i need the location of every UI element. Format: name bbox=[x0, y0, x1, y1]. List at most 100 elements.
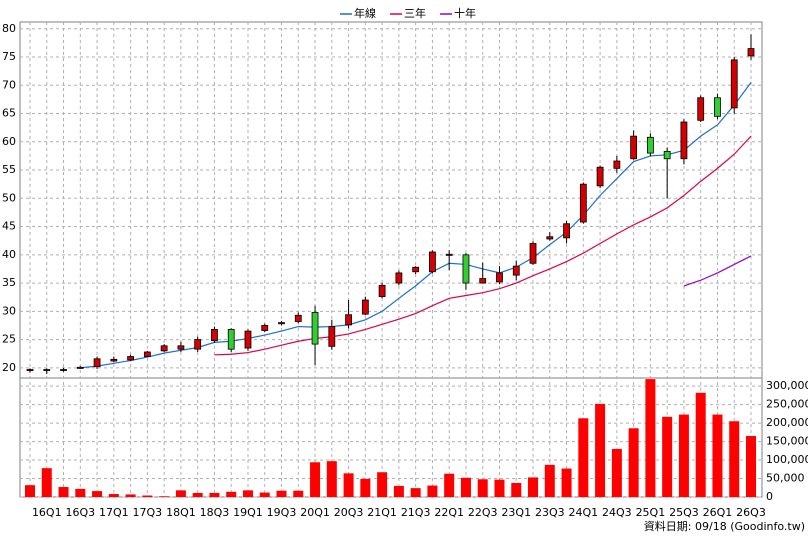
candle-body bbox=[93, 358, 101, 368]
legend-label: 十年 bbox=[454, 6, 476, 20]
candle-body bbox=[311, 312, 319, 345]
candle-body bbox=[697, 97, 705, 121]
y2-tick-label: 200,000 bbox=[766, 416, 808, 429]
y-tick-label: 70 bbox=[2, 78, 16, 91]
volume-bar bbox=[645, 379, 656, 497]
y-tick-label: 35 bbox=[2, 276, 16, 289]
volume-bar bbox=[595, 403, 606, 497]
candle-body bbox=[563, 223, 570, 239]
volume-bar bbox=[108, 494, 119, 497]
x-tick-label: 26Q1 bbox=[703, 506, 733, 519]
candle-body bbox=[361, 299, 369, 315]
volume-bar bbox=[125, 494, 136, 497]
x-tick-label: 18Q1 bbox=[166, 506, 196, 519]
volume-bar bbox=[494, 479, 505, 497]
candle-body bbox=[747, 48, 755, 57]
volume-bar bbox=[75, 488, 86, 497]
x-tick-label: 22Q1 bbox=[434, 506, 464, 519]
x-tick-label: 16Q3 bbox=[65, 506, 95, 519]
candle-body bbox=[429, 251, 436, 273]
volume-bar bbox=[427, 485, 438, 497]
y-tick-label: 20 bbox=[2, 361, 16, 374]
volume-bar bbox=[25, 485, 35, 497]
candle-body bbox=[479, 278, 487, 284]
candle-body bbox=[328, 326, 336, 347]
candle-body bbox=[127, 356, 135, 361]
volume-bar bbox=[678, 414, 689, 497]
volume-bar bbox=[343, 473, 354, 497]
x-tick-label: 25Q3 bbox=[669, 506, 699, 519]
candle-body bbox=[496, 272, 503, 283]
candle-body bbox=[244, 330, 252, 349]
volume-bar bbox=[58, 487, 69, 497]
volume-bar bbox=[410, 488, 421, 497]
candle-body bbox=[412, 266, 420, 273]
candle-body bbox=[596, 166, 604, 187]
volume-bar bbox=[192, 492, 203, 497]
candle-body bbox=[395, 272, 403, 284]
y2-tick-label: 250,000 bbox=[766, 398, 808, 411]
volume-bar bbox=[276, 490, 287, 497]
y2-tick-label: 300,000 bbox=[766, 379, 808, 392]
volume-bar bbox=[159, 496, 170, 497]
volume-bar bbox=[175, 490, 186, 497]
x-tick-label: 16Q1 bbox=[32, 506, 62, 519]
volume-bar bbox=[310, 462, 321, 497]
x-tick-label: 19Q3 bbox=[267, 506, 297, 519]
x-tick-label: 21Q3 bbox=[401, 506, 431, 519]
volume-bar bbox=[561, 468, 572, 497]
x-tick-label: 19Q1 bbox=[233, 506, 263, 519]
candle-body bbox=[227, 329, 235, 350]
x-tick-label: 22Q3 bbox=[468, 506, 498, 519]
candle-body bbox=[278, 322, 285, 325]
plot-frame bbox=[19, 21, 763, 498]
x-tick-label: 24Q3 bbox=[602, 506, 632, 519]
candle-body bbox=[261, 325, 269, 331]
candle-body bbox=[60, 369, 67, 371]
candle-body bbox=[630, 135, 638, 160]
volume-bar bbox=[628, 428, 639, 497]
volume-bar bbox=[544, 464, 555, 497]
candle-body bbox=[529, 243, 537, 264]
candle-body bbox=[110, 358, 118, 362]
candle-body bbox=[160, 345, 168, 352]
volume-bar bbox=[460, 477, 471, 497]
volume-bar bbox=[528, 477, 539, 497]
volume-bar bbox=[142, 495, 153, 497]
volume-bar bbox=[611, 448, 622, 497]
candle-body bbox=[345, 314, 352, 326]
x-tick-label: 20Q3 bbox=[334, 506, 364, 519]
y-tick-label: 45 bbox=[2, 220, 16, 233]
y-tick-label: 60 bbox=[2, 135, 16, 148]
candle-body bbox=[714, 97, 721, 117]
candle-body bbox=[462, 254, 470, 284]
volume-bar bbox=[242, 490, 253, 497]
volume-bar bbox=[662, 416, 673, 497]
y2-tick-label: 150,000 bbox=[766, 435, 808, 448]
y-tick-label: 30 bbox=[2, 304, 16, 317]
volume-bar bbox=[326, 461, 337, 497]
volume-bar bbox=[511, 482, 522, 497]
x-tick-label: 20Q1 bbox=[300, 506, 330, 519]
ma-line bbox=[80, 82, 752, 369]
volume-bar bbox=[41, 468, 52, 497]
y-tick-label: 40 bbox=[2, 248, 16, 261]
candle-body bbox=[730, 59, 738, 109]
x-tick-label: 26Q3 bbox=[736, 506, 766, 519]
volume-bar bbox=[259, 492, 270, 497]
candle-body bbox=[177, 345, 185, 350]
y2-tick-label: 50,000 bbox=[766, 472, 805, 485]
x-tick-label: 17Q3 bbox=[133, 506, 163, 519]
candle-body bbox=[663, 151, 671, 160]
candle-body bbox=[378, 284, 386, 298]
x-tick-label: 23Q3 bbox=[535, 506, 565, 519]
x-tick-label: 23Q1 bbox=[501, 506, 531, 519]
candle-body bbox=[646, 136, 654, 154]
volume-bar bbox=[209, 492, 220, 497]
y-tick-label: 65 bbox=[2, 107, 16, 120]
legend-label: 年線 bbox=[354, 6, 376, 20]
x-tick-label: 24Q1 bbox=[568, 506, 598, 519]
candle-body bbox=[211, 329, 218, 342]
footer: 資料日期: 09/18 (Goodinfo.tw) bbox=[644, 519, 805, 533]
